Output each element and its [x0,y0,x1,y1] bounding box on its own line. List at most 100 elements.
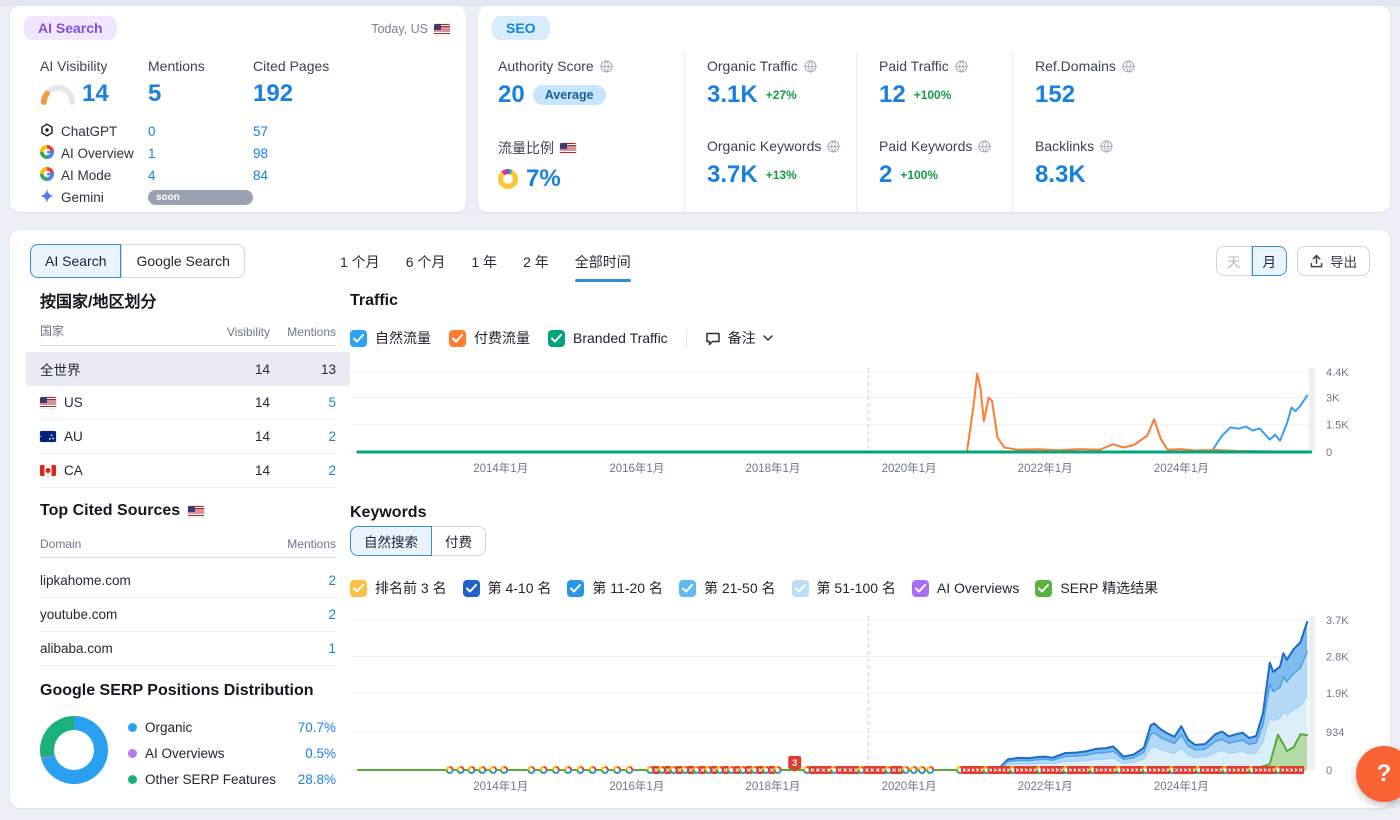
legend-checkbox-item[interactable]: 自然流量 [350,328,431,348]
metric-label-text: Organic Traffic [707,58,798,74]
legend-checkbox-item[interactable]: AI Overviews [911,579,1019,597]
source-mentions[interactable]: 2 [328,573,336,588]
seo-metric-cell: Authority Score 20 Average [498,52,684,132]
source-domain: alibaba.com [40,641,113,656]
platform-cited[interactable]: 98 [253,145,269,161]
range-tab[interactable]: 全部时间 [574,252,631,282]
ai-platform-row: AI Overview 1 98 [40,142,446,164]
metric-label: 流量比例 [498,138,684,158]
metric-value-row: 8.3K [1035,161,1374,189]
svg-text:2020年1月: 2020年1月 [882,779,937,793]
serp-distribution-donut[interactable] [40,716,108,784]
ai-search-badge: AI Search [24,16,117,40]
platform-mentions[interactable]: 1 [148,145,156,161]
soon-badge: soon [148,189,253,205]
metric-label: Backlinks [1035,138,1374,154]
metric-label: Organic Traffic [707,58,856,74]
country-mentions[interactable]: 2 [328,429,336,444]
seo-metric-cell: Organic Traffic 3.1K +27% [684,52,856,132]
cited-pages-value: 192 [253,80,294,107]
ai-platform-rows: ChatGPT 0 57 AI Overview 1 98 AI Mode 4 84 Gemini… [40,120,446,208]
legend-label: 第 51-100 名 [816,580,896,596]
date-range-tabs: 1 个月 6 个月 1 年 2 年 全部时间 [340,252,631,282]
keywords-tab[interactable]: 付费 [431,526,486,556]
legend-label: 第 4-10 名 [487,580,552,596]
legend-checkbox-item[interactable]: Branded Traffic [548,329,668,347]
platform-label: AI Overview [61,145,134,161]
export-button[interactable]: 导出 [1297,246,1370,276]
svg-text:0: 0 [1326,447,1332,459]
country-visibility: 14 [254,361,270,377]
granularity-day[interactable]: 天 [1216,246,1252,276]
checkbox-icon [678,579,696,597]
checkbox-icon [567,579,585,597]
legend-checkbox-item[interactable]: 第 11-20 名 [567,578,663,598]
legend-value: 0.5% [305,746,336,761]
gemini-icon [40,188,54,206]
table-row-country[interactable]: CA 14 2 [40,454,336,488]
table-row-source[interactable]: youtube.com 2 [40,598,336,632]
metric-label-text: Backlinks [1035,138,1095,154]
legend-checkbox-item[interactable]: 第 51-100 名 [791,578,896,598]
source-mentions[interactable]: 1 [328,641,336,656]
source-mentions[interactable]: 2 [328,607,336,622]
svg-text:2016年1月: 2016年1月 [609,779,664,793]
platform-cited[interactable]: 84 [253,167,269,183]
metric-value-row: 3.7K +13% [707,161,856,189]
platform-name: ChatGPT [40,122,148,140]
platform-mentions[interactable]: 0 [148,123,156,139]
metric-value-row: 12 +100% [879,81,1012,109]
metric-label-text: 流量比例 [498,140,554,156]
legend-checkbox-item[interactable]: SERP 精选结果 [1035,578,1158,598]
col-visibility: Visibility [226,325,270,339]
country-mentions[interactable]: 5 [328,395,336,410]
note-icon [705,331,721,346]
range-tab[interactable]: 6 个月 [405,254,446,270]
keywords-tab[interactable]: 自然搜索 [350,526,432,556]
visibility-gauge-icon [40,84,76,105]
ai-card-context: Today, US [371,22,450,36]
metric-value-row: 3.1K +27% [707,81,856,109]
svg-text:2018年1月: 2018年1月 [745,779,800,793]
svg-text:1.9K: 1.9K [1326,688,1349,700]
legend-checkbox-item[interactable]: 排名前 3 名 [350,578,447,598]
granularity-month[interactable]: 月 [1251,246,1287,276]
notes-button[interactable]: 备注 [705,328,773,348]
tab-google-search[interactable]: Google Search [121,244,245,278]
legend-checkbox-item[interactable]: 第 4-10 名 [462,578,552,598]
table-row-source[interactable]: alibaba.com 1 [40,632,336,666]
range-tab[interactable]: 2 年 [523,254,549,270]
country-name: US [40,395,206,410]
range-tab[interactable]: 1 个月 [340,254,380,270]
platform-mentions[interactable]: 4 [148,167,156,183]
checkbox-icon [350,329,367,347]
metric-label: Paid Traffic [879,58,1012,74]
table-row-source[interactable]: lipkahome.com 2 [40,564,336,598]
table-row-country[interactable]: 全世界 14 13 [26,352,350,386]
sources-table-header: Domain Mentions [40,532,336,558]
legend-label: 第 21-50 名 [703,580,776,596]
platform-cited[interactable]: 57 [253,123,269,139]
range-tab[interactable]: 1 年 [471,254,498,270]
traffic-chart[interactable]: 0 1.5K 3K 4.4K 2014年1月 2016年1月 2018年1月 2020年1月 2… [350,364,1390,484]
au-flag-icon [40,431,56,442]
platform-label: Gemini [61,189,104,205]
legend-checkbox-item[interactable]: 第 21-50 名 [678,578,776,598]
help-button[interactable]: ? [1356,746,1400,802]
country-mentions[interactable]: 2 [328,463,336,478]
keywords-type-tabs: 自然搜索 付费 [350,526,486,556]
tab-ai-search[interactable]: AI Search [30,244,122,278]
regions-table-body: 全世界 14 13 US 14 5 AU 14 2 CA 14 2 [26,352,350,488]
table-row-country[interactable]: AU 14 2 [40,420,336,454]
metric-label: Ref.Domains [1035,58,1374,74]
keywords-chart[interactable]: 0 934 1.9K 2.8K 3.7K 2014年1月 2016年1月 2018年1月 202… [350,606,1390,806]
svg-text:1.5K: 1.5K [1326,420,1349,432]
serp-legend-item: Organic 70.7% [128,720,336,735]
legend-checkbox-item[interactable]: 付费流量 [449,328,530,348]
table-row-country[interactable]: US 14 5 [40,386,336,420]
country-visibility: 14 [254,395,270,410]
metric-delta: +13% [765,168,797,182]
legend-label: AI Overviews [145,746,225,761]
ai-platform-row: ChatGPT 0 57 [40,120,446,142]
metric-label-text: Paid Keywords [879,138,973,154]
